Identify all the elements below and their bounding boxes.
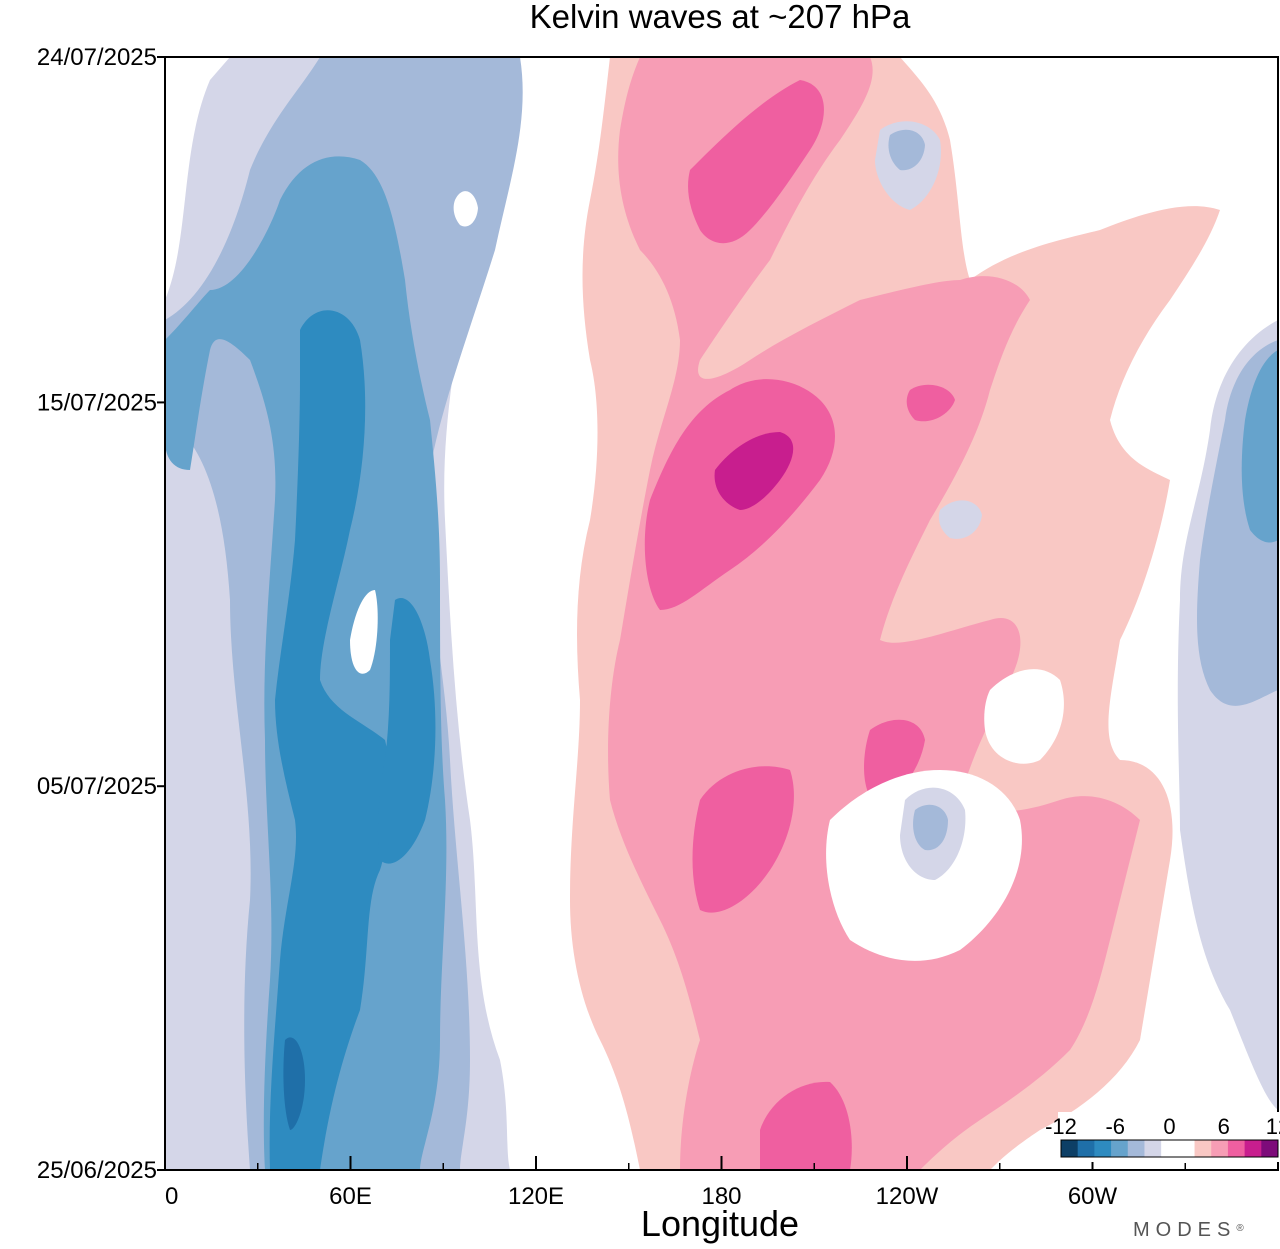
plot-area: [165, 57, 1278, 1170]
contour-neg-west-level5: [283, 1037, 305, 1130]
x-tick-label: 60W: [1068, 1183, 1118, 1210]
contour-fields: [165, 57, 1278, 1170]
x-tick-label: 120E: [508, 1183, 564, 1210]
watermark-text: MODES: [1133, 1219, 1236, 1241]
contour-neg-pacific-b: [888, 129, 925, 171]
plot-frame: [164, 56, 1279, 1171]
colorbar-swatch: [1094, 1140, 1112, 1157]
chart-title: Kelvin waves at ~207 hPa: [530, 0, 911, 35]
contour-pos-level3d: [864, 719, 925, 805]
colorbar-tick-label: 6: [1218, 1114, 1230, 1139]
contour-pos-level3c: [692, 766, 794, 913]
colorbar-swatch: [1177, 1140, 1196, 1157]
x-ticks: 0 60E 120E 180 120W 60W: [164, 1156, 1186, 1210]
colorbar-swatch: [1111, 1140, 1129, 1157]
watermark-registered-mark: ®: [1236, 1223, 1244, 1234]
contour-zero-hole-d: [453, 191, 478, 227]
contour-zero-hole-a: [350, 590, 378, 674]
x-tick-label: 0: [165, 1183, 178, 1210]
colorbar-swatch: [1144, 1140, 1162, 1157]
contour-neg-pacific-d: [913, 804, 948, 851]
colorbar-swatch: [1244, 1140, 1262, 1157]
contour-neg-pacific-e: [938, 500, 982, 539]
colorbar-tick-label: -12: [1045, 1114, 1077, 1139]
contour-pos-level3a: [688, 80, 824, 244]
y-ticks: 25/06/2025 05/07/2025 15/07/2025 24/07/2025: [37, 44, 165, 1184]
colorbar-swatch: [1227, 1140, 1246, 1157]
y-tick-label: 24/07/2025: [37, 44, 157, 71]
contour-pos-level3f: [906, 384, 955, 422]
contour-pos-level4: [714, 432, 794, 510]
contour-pos-level3e: [760, 1081, 852, 1170]
contour-neg-east-level3: [1241, 350, 1278, 543]
colorbar-swatch: [1211, 1140, 1229, 1157]
contour-neg-west-level4: [269, 310, 391, 1170]
colorbar-swatch: [1261, 1140, 1279, 1157]
colorbar-tick-label: 0: [1163, 1114, 1175, 1139]
colorbar: -12 -6 0 6 12: [1045, 1112, 1280, 1162]
colorbar-swatch: [1061, 1140, 1079, 1157]
colorbar-swatch: [1194, 1140, 1212, 1157]
colorbar-swatch: [1161, 1140, 1179, 1157]
contour-neg-west-level4b: [377, 598, 436, 864]
contour-zero-hole-c: [984, 669, 1064, 764]
modes-watermark: MODES®: [1133, 1219, 1244, 1241]
y-tick-label: 05/07/2025: [37, 773, 157, 800]
x-tick-label: 180: [701, 1183, 741, 1210]
colorbar-tick-label: -6: [1105, 1114, 1125, 1139]
y-tick-label: 25/06/2025: [37, 1157, 157, 1184]
colorbar-swatch: [1077, 1140, 1095, 1157]
colorbar-swatch: [1127, 1140, 1145, 1157]
x-axis-title: Longitude: [641, 1203, 799, 1244]
y-tick-label: 15/07/2025: [37, 389, 157, 416]
colorbar-frame: [1060, 1139, 1279, 1158]
x-tick-label: 120W: [876, 1183, 939, 1210]
colorbar-tick-label: 12: [1266, 1114, 1280, 1139]
x-tick-label: 60E: [329, 1183, 372, 1210]
